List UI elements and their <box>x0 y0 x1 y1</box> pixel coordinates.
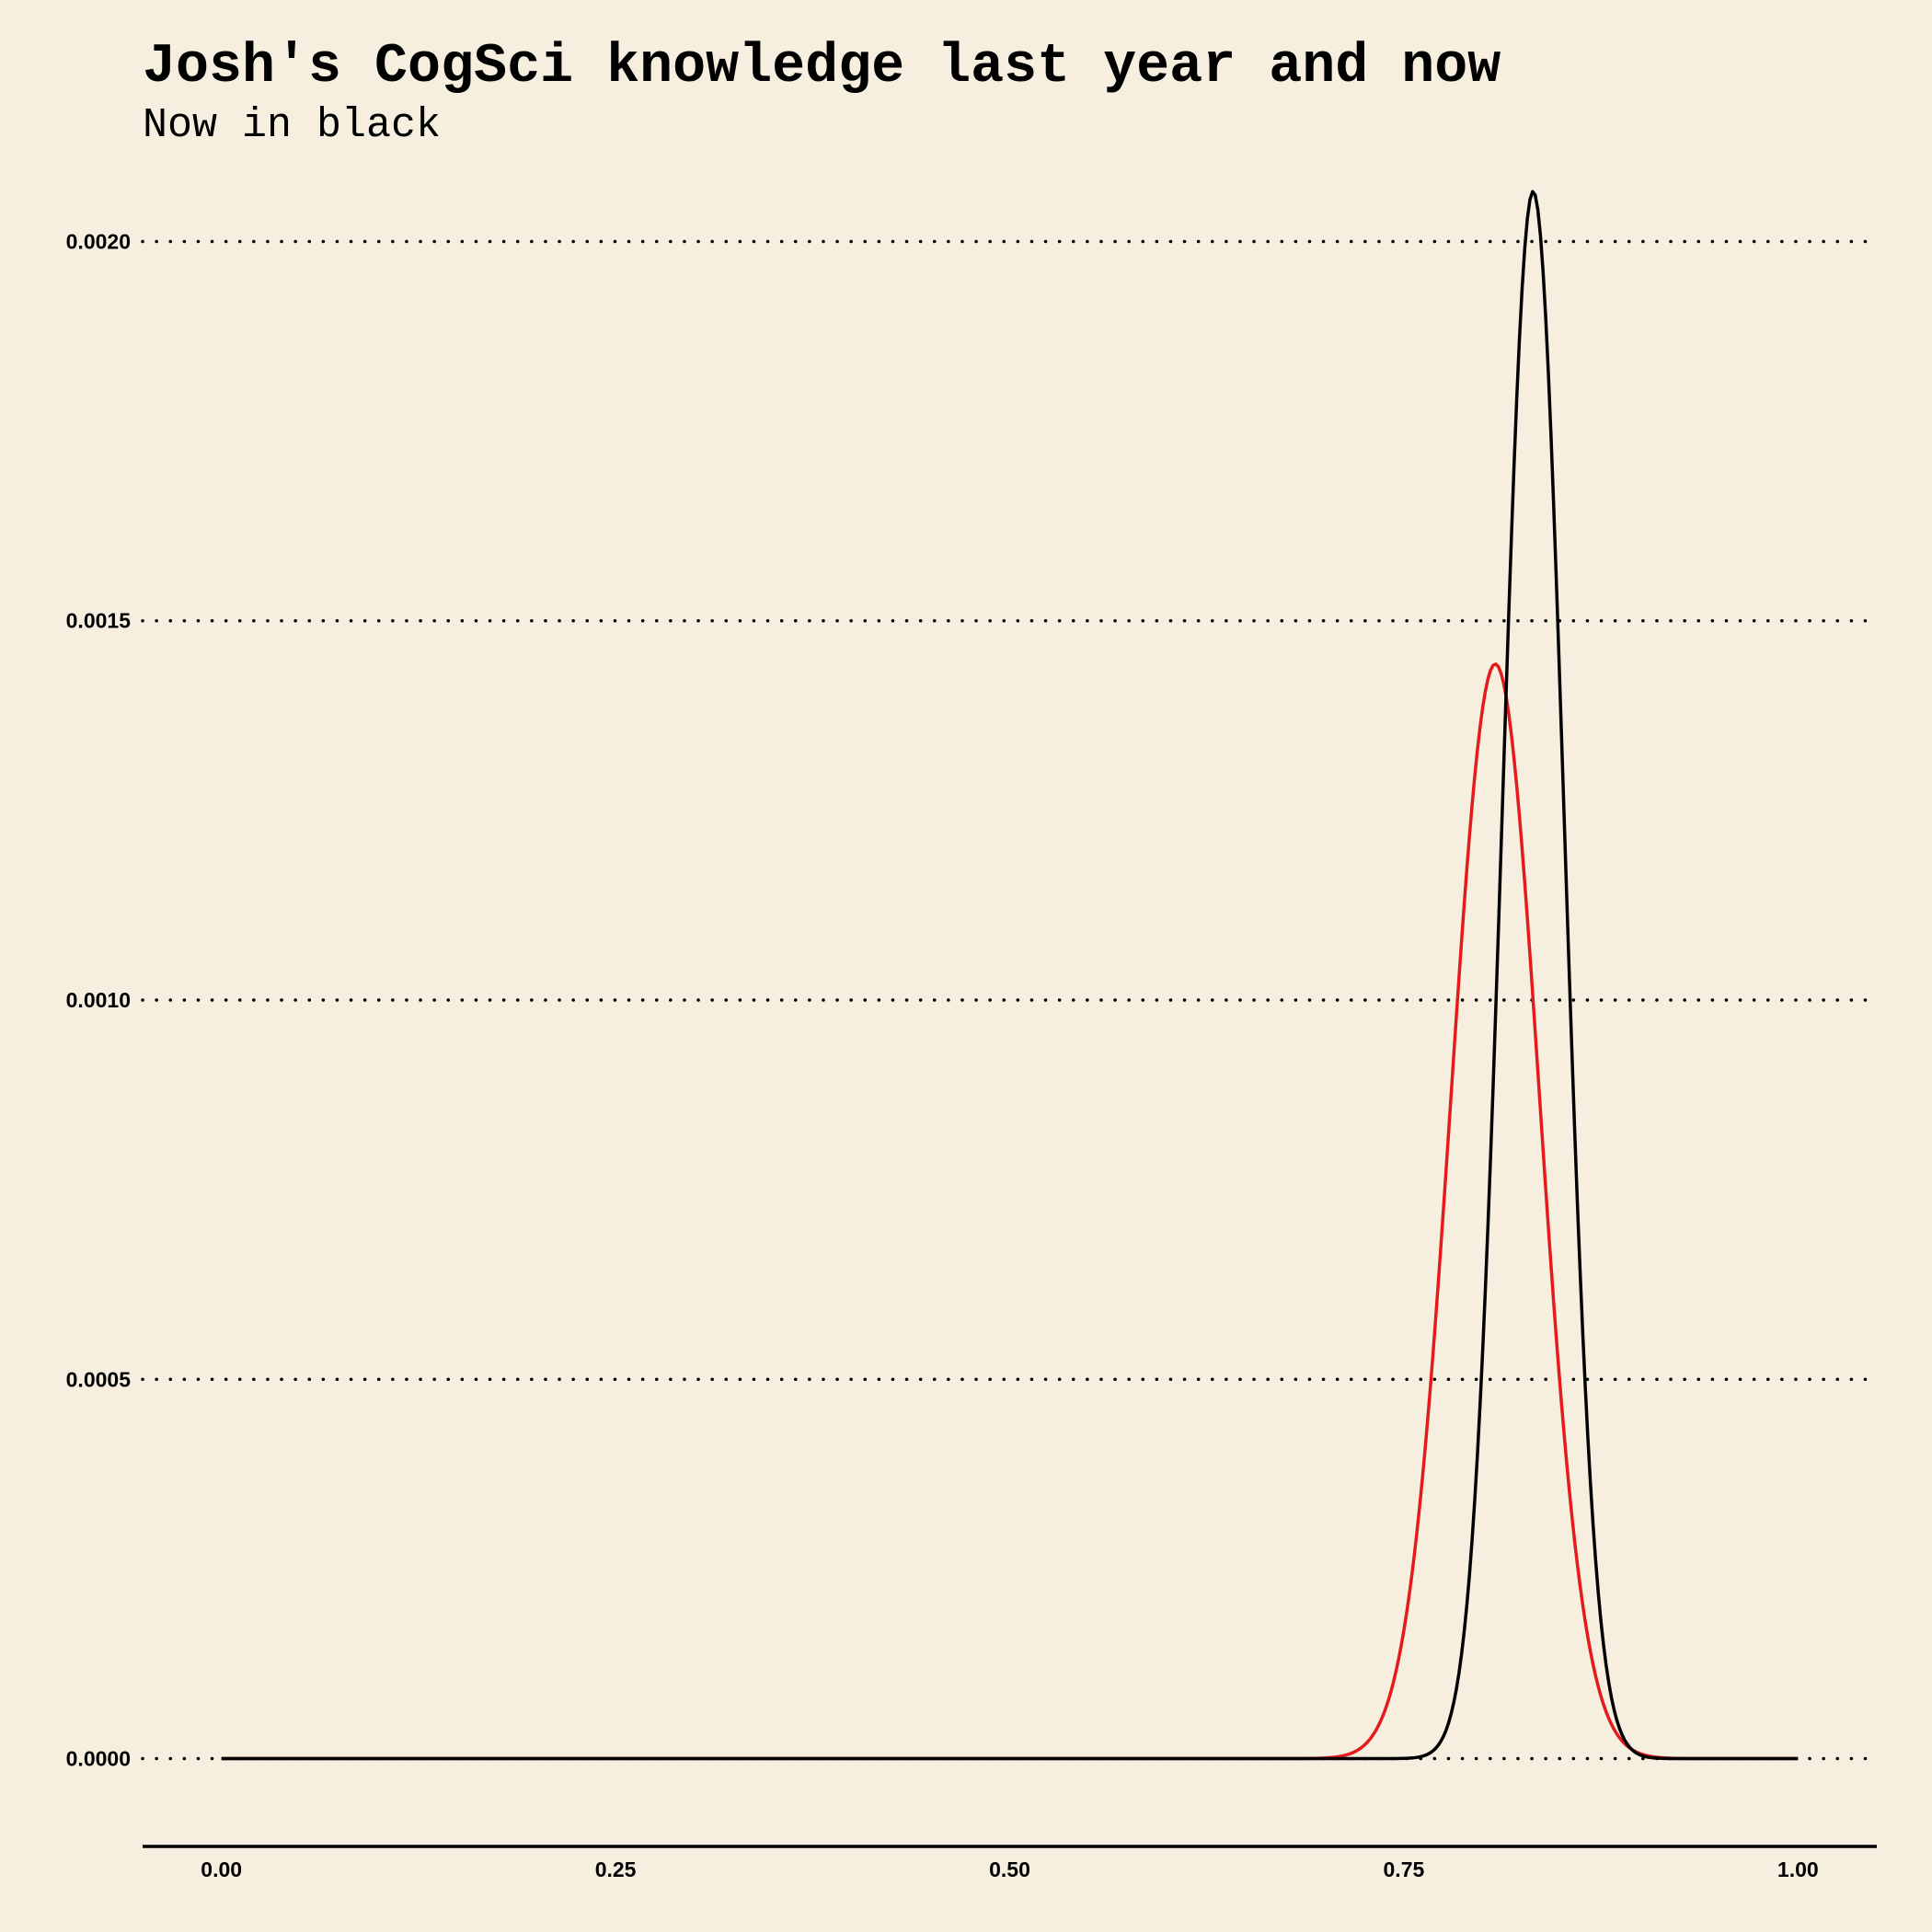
y-tick-label: 0.0005 <box>66 1367 132 1391</box>
x-tick-label: 1.00 <box>1777 1857 1819 1881</box>
series-line-now <box>221 190 1799 1761</box>
x-tick-label: 0.75 <box>1384 1857 1425 1881</box>
x-tick-label: 0.25 <box>595 1857 637 1881</box>
x-tick-label: 0.50 <box>989 1857 1030 1881</box>
x-tick-label: 0.00 <box>201 1857 242 1881</box>
y-tick-label: 0.0010 <box>66 988 131 1012</box>
y-tick-label: 0.0020 <box>66 229 131 253</box>
y-tick-label: 0.0015 <box>66 609 132 633</box>
chart-title: Josh's CogSci knowledge last year and no… <box>143 36 1501 98</box>
y-tick-label: 0.0000 <box>66 1747 131 1771</box>
chart-subtitle: Now in black <box>143 102 442 149</box>
series-line-last-year <box>221 662 1799 1761</box>
